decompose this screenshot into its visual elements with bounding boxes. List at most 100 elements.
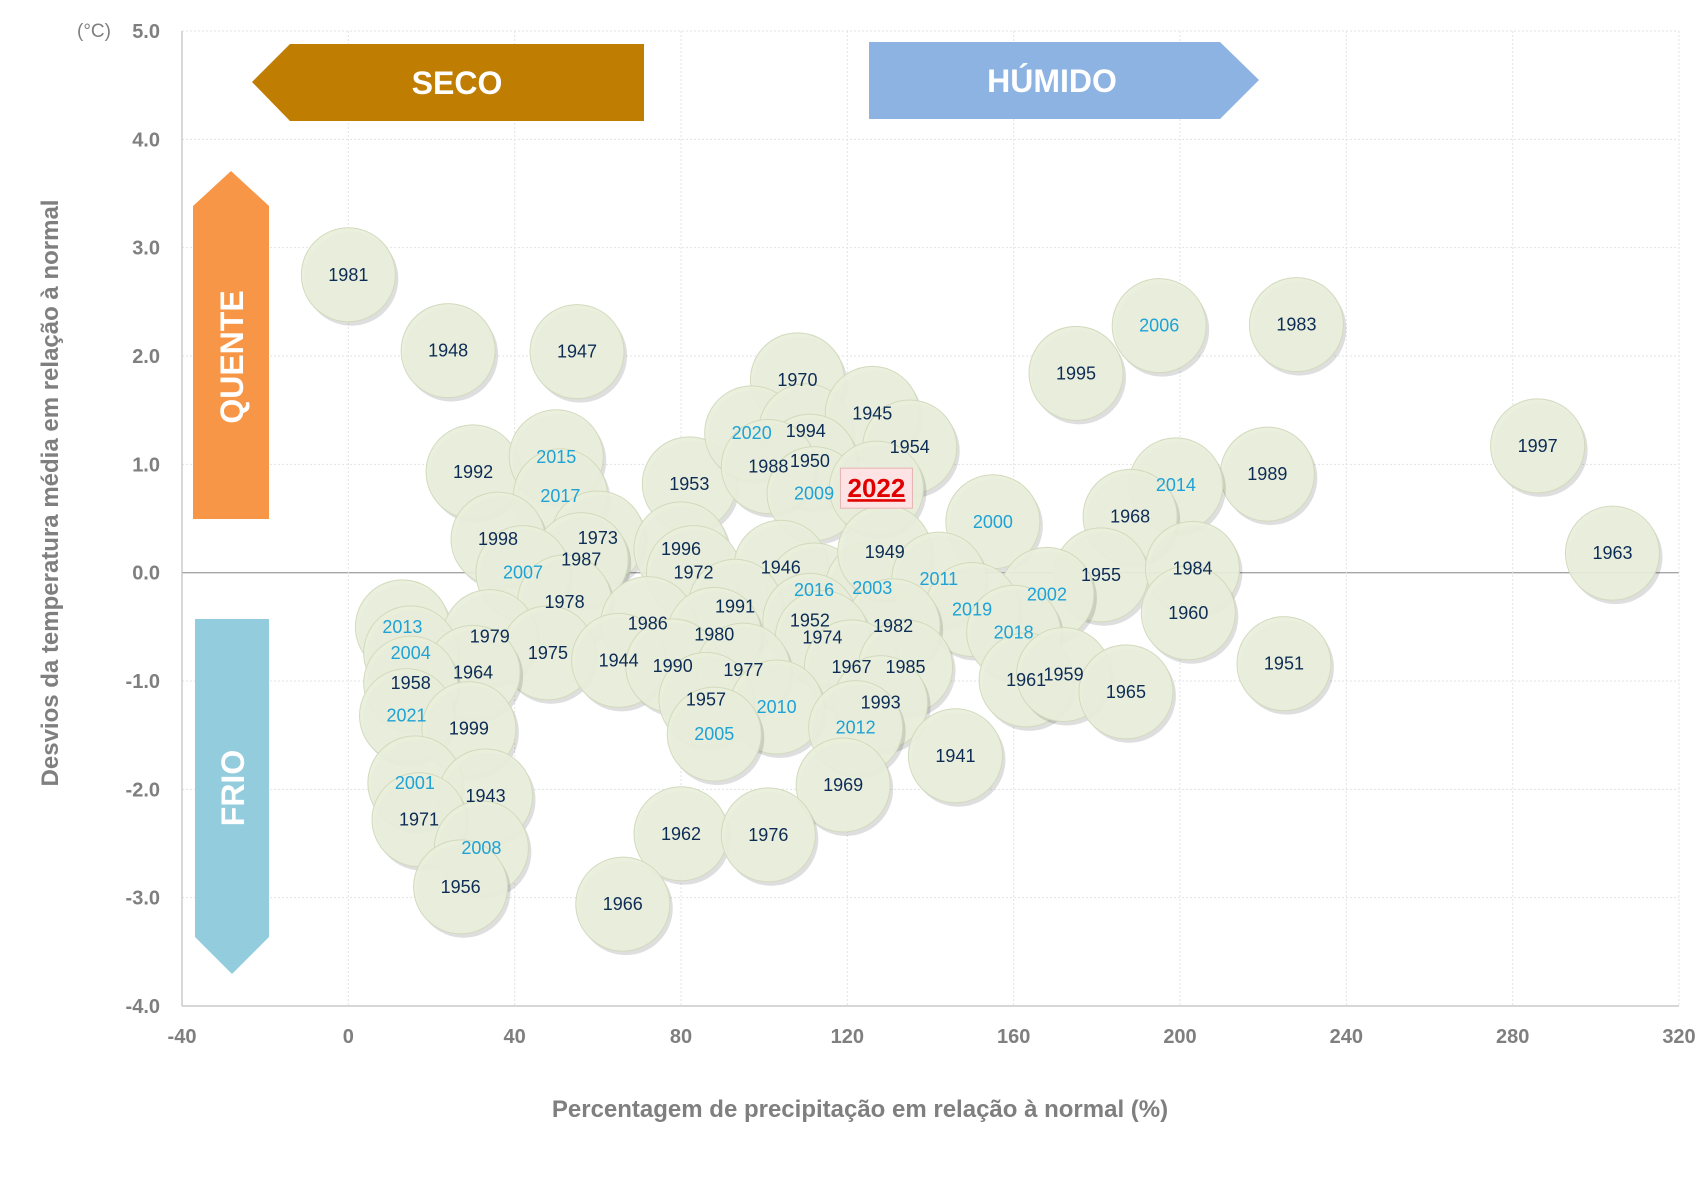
bubble-label: 2000 (973, 512, 1013, 532)
bubble-1960 (1140, 565, 1236, 661)
y-tick-label: 3.0 (132, 238, 160, 260)
bubble-label: 1958 (391, 673, 431, 693)
bubble-1963 (1564, 505, 1660, 601)
bubble-1969 (795, 737, 891, 833)
bubble-label: 1944 (599, 650, 639, 670)
bubble-label: 2021 (387, 706, 427, 726)
dry-arrow: SECO (252, 44, 644, 121)
bubble-label: 2010 (757, 697, 797, 717)
bubble-label: 1959 (1044, 665, 1084, 685)
bubble-1941 (907, 708, 1003, 804)
bubble-label: 2014 (1156, 475, 1196, 495)
bubble-label: 1971 (399, 810, 439, 830)
bubble-label: 1980 (694, 624, 734, 644)
bubble-1981 (300, 227, 396, 323)
bubble-label: 1981 (328, 265, 368, 285)
y-axis-label: Desvios da temperatura média em relação … (37, 200, 64, 787)
bubble-label: 1988 (748, 457, 788, 477)
bubble-label: 1982 (873, 616, 913, 636)
bubble-label: 1999 (449, 719, 489, 739)
bubble-label: 2015 (536, 447, 576, 467)
bubble-label: 1972 (673, 563, 713, 583)
y-tick-label: 5.0 (132, 21, 160, 43)
dry-arrow-label: SECO (412, 65, 503, 101)
bubble-1966 (575, 856, 671, 952)
x-tick-label: 280 (1496, 1026, 1529, 1048)
bubble-label: 2009 (794, 484, 834, 504)
bubble-label: 1974 (802, 628, 842, 648)
y-tick-label: 4.0 (132, 129, 160, 151)
bubble-label: 1992 (453, 462, 493, 482)
bubble-label: 1963 (1592, 543, 1632, 563)
bubble-label: 1964 (453, 662, 493, 682)
bubble-label: 1941 (935, 746, 975, 766)
bubble-label: 1943 (466, 786, 506, 806)
bubble-1947 (529, 304, 625, 400)
wet-arrow-label: HÚMIDO (987, 63, 1117, 99)
x-tick-label: -40 (168, 1026, 197, 1048)
bubble-label: 1968 (1110, 506, 1150, 526)
x-tick-label: 200 (1163, 1026, 1196, 1048)
bubble-1948 (400, 303, 496, 399)
bubble-label: 2017 (540, 486, 580, 506)
bubble-label: 1978 (545, 592, 585, 612)
bubble-1956 (413, 839, 509, 935)
bubble-label: 1970 (777, 370, 817, 390)
y-tick-label: -4.0 (126, 996, 160, 1018)
x-tick-label: 120 (831, 1026, 864, 1048)
bubble-2006 (1111, 278, 1207, 374)
x-axis-label: Percentagem de precipitação em relação à… (552, 1096, 1168, 1123)
y-tick-label: -3.0 (126, 888, 160, 910)
bubble-label: 1967 (831, 657, 871, 677)
bubble-1965 (1078, 644, 1174, 740)
bubble-label-highlight: 2022 (848, 473, 906, 503)
bubble-label: 1977 (723, 660, 763, 680)
bubble-label: 2001 (395, 773, 435, 793)
cold-arrow: FRIO (195, 619, 269, 974)
bubble-label: 2003 (852, 578, 892, 598)
y-tick-label: -2.0 (126, 779, 160, 801)
bubble-label: 1998 (478, 529, 518, 549)
y-tick-label: 2.0 (132, 346, 160, 368)
bubble-label: 1993 (861, 693, 901, 713)
y-tick-label: -1.0 (126, 671, 160, 693)
bubble-1995 (1028, 325, 1124, 421)
bubble-1997 (1490, 398, 1586, 494)
x-tick-label: 80 (670, 1026, 692, 1048)
bubble-label: 2018 (994, 622, 1034, 642)
bubble-1976 (720, 787, 816, 883)
hot-arrow: QUENTE (193, 171, 269, 519)
cold-arrow-label: FRIO (215, 750, 251, 826)
bubble-label: 1985 (886, 657, 926, 677)
bubble-label: 1960 (1168, 603, 1208, 623)
x-tick-label: 0 (343, 1026, 354, 1048)
bubble-label: 1945 (852, 403, 892, 423)
highlight-box (839, 467, 913, 509)
bubble-label: 1975 (528, 643, 568, 663)
bubble-label: 1979 (470, 627, 510, 647)
bubble-label: 1976 (748, 825, 788, 845)
bubbles-layer: 1981 1948 1947 1992 2015 1953 1970 2020 1994 1945… (300, 227, 1663, 956)
bubble-label: 1996 (661, 539, 701, 559)
bubble-label: 1955 (1081, 565, 1121, 585)
bubble-label: 1965 (1106, 682, 1146, 702)
bubble-1983 (1248, 277, 1344, 373)
bubble-label: 1989 (1247, 464, 1287, 484)
bubble-label: 1990 (653, 656, 693, 676)
bubble-label: 1957 (686, 689, 726, 709)
x-tick-label: 240 (1330, 1026, 1363, 1048)
bubble-label: 2020 (732, 423, 772, 443)
bubble-label: 2016 (794, 580, 834, 600)
bubble-label: 1966 (603, 894, 643, 914)
bubble-label: 2006 (1139, 316, 1179, 336)
bubble-label: 1954 (890, 437, 930, 457)
hot-arrow-label: QUENTE (214, 290, 250, 423)
x-tick-label: 160 (997, 1026, 1030, 1048)
bubble-label: 2005 (694, 724, 734, 744)
bubble-label: 1946 (761, 557, 801, 577)
bubble-label: 2007 (503, 563, 543, 583)
bubble-label: 1949 (865, 542, 905, 562)
bubble-label: 1983 (1276, 315, 1316, 335)
x-tick-label: 320 (1662, 1026, 1695, 1048)
